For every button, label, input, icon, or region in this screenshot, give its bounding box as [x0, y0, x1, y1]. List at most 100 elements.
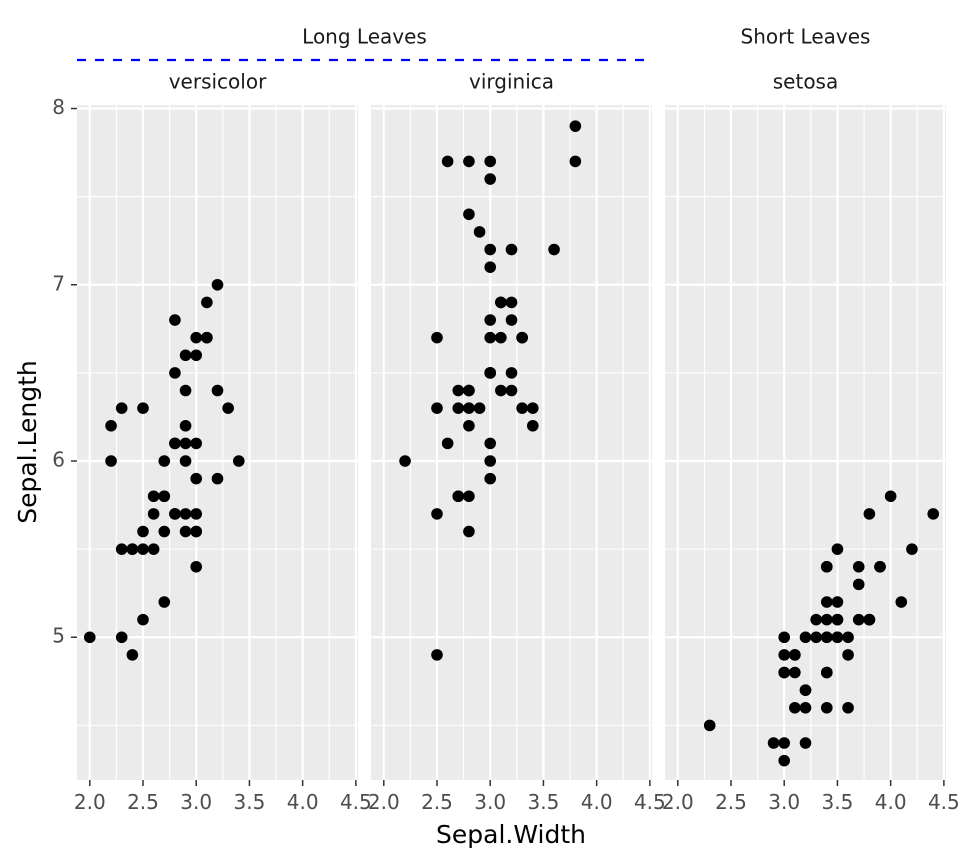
strip-label-setosa: setosa: [773, 70, 838, 94]
data-point: [495, 296, 507, 309]
data-point: [158, 596, 171, 608]
data-point: [505, 296, 518, 309]
x-tick-label: 3.5: [234, 790, 266, 814]
data-point: [158, 525, 171, 538]
x-tick-label: 2.5: [421, 790, 453, 814]
data-point: [484, 331, 497, 344]
data-point: [874, 560, 886, 573]
data-point: [179, 525, 192, 538]
data-point: [789, 666, 801, 679]
x-axis-title: Sepal.Width: [436, 820, 586, 849]
data-point: [115, 543, 128, 555]
x-tick-label: 3.0: [768, 790, 800, 814]
panel-background: [665, 105, 946, 780]
x-tick-label: 4.5: [634, 790, 666, 814]
data-point: [799, 684, 812, 696]
data-point: [495, 384, 507, 397]
data-point: [211, 472, 224, 485]
group-label: Long Leaves: [302, 25, 427, 49]
group-label: Short Leaves: [741, 25, 871, 49]
data-point: [169, 437, 181, 450]
data-point: [473, 402, 486, 414]
panel-background: [371, 105, 652, 780]
data-point: [201, 331, 213, 344]
data-point: [431, 331, 443, 344]
data-point: [484, 261, 497, 273]
data-point: [505, 384, 518, 397]
data-point: [190, 349, 203, 362]
data-point: [789, 701, 801, 714]
data-point: [463, 384, 475, 397]
data-point: [820, 613, 833, 626]
data-point: [147, 508, 160, 520]
x-tick-label: 4.5: [928, 790, 960, 814]
panels-layer: versicolor 2.0 2.5 3.0 3.5 4.0 4.5 virginica 2.0…: [74, 70, 960, 815]
x-tick-label: 4.0: [287, 790, 319, 814]
x-tick-label: 4.0: [581, 790, 613, 814]
data-point: [516, 402, 528, 414]
data-point: [463, 490, 475, 503]
data-point: [190, 472, 203, 485]
data-point: [201, 296, 213, 309]
data-point: [137, 613, 149, 626]
data-point: [831, 596, 844, 608]
x-tick-label: 3.5: [822, 790, 854, 814]
data-point: [505, 243, 518, 256]
data-point: [190, 560, 203, 573]
data-point: [115, 631, 128, 644]
data-point: [147, 490, 160, 503]
data-point: [484, 472, 497, 485]
x-tick-label: 3.5: [528, 790, 560, 814]
data-point: [484, 455, 497, 467]
data-point: [778, 649, 791, 661]
data-point: [495, 331, 507, 344]
data-point: [484, 173, 497, 185]
data-point: [505, 314, 518, 326]
data-point: [505, 367, 518, 379]
data-point: [895, 596, 908, 608]
group-header: Short Leaves: [741, 25, 871, 49]
data-point: [927, 508, 940, 520]
data-point: [799, 701, 812, 714]
y-tick-label: 8: [52, 95, 65, 119]
panel-versicolor: versicolor 2.0 2.5 3.0 3.5 4.0 4.5: [74, 70, 372, 815]
data-point: [484, 437, 497, 450]
data-point: [441, 155, 454, 168]
panel-virginica: virginica 2.0 2.5 3.0 3.5 4.0 4.5: [368, 70, 666, 815]
data-point: [211, 384, 224, 397]
data-point: [137, 543, 149, 555]
data-point: [778, 631, 791, 644]
data-point: [820, 701, 833, 714]
data-point: [105, 455, 117, 467]
data-point: [820, 560, 833, 573]
data-point: [569, 155, 582, 168]
x-tick-label: 2.5: [715, 790, 747, 814]
data-point: [169, 508, 181, 520]
data-point: [179, 384, 192, 397]
panel-setosa: setosa 2.0 2.5 3.0 3.5 4.0 4.5: [662, 70, 960, 815]
data-point: [452, 490, 465, 503]
data-point: [863, 613, 876, 626]
data-point: [441, 437, 454, 450]
data-point: [484, 314, 497, 326]
data-point: [778, 737, 791, 749]
y-tick-label: 7: [52, 271, 65, 295]
data-point: [842, 701, 854, 714]
data-point: [179, 455, 192, 467]
data-point: [105, 419, 117, 432]
data-point: [232, 455, 245, 467]
data-point: [115, 402, 128, 414]
strip-label-virginica: virginica: [469, 70, 554, 94]
data-point: [831, 631, 844, 644]
data-point: [190, 437, 203, 450]
strip-label-versicolor: versicolor: [169, 70, 267, 94]
y-tick-label: 6: [52, 448, 65, 472]
data-point: [842, 649, 854, 661]
data-point: [190, 508, 203, 520]
y-tick-label: 5: [52, 624, 65, 648]
data-point: [852, 613, 865, 626]
data-point: [789, 649, 801, 661]
data-point: [147, 543, 160, 555]
x-tick-label: 4.0: [875, 790, 907, 814]
